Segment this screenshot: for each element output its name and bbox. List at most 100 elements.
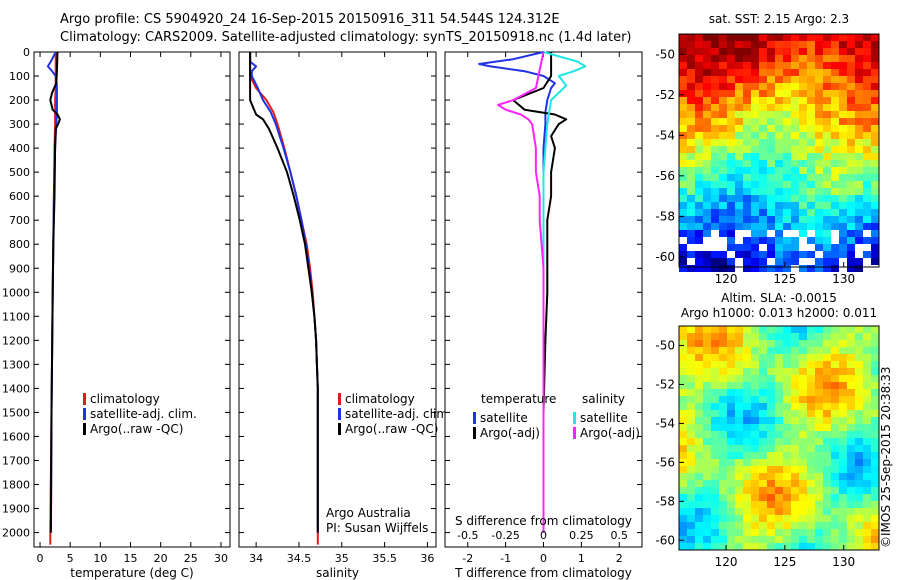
map-cell [791, 480, 799, 487]
map-cell [839, 347, 847, 354]
map-cell [783, 265, 791, 272]
map-cell [767, 48, 775, 55]
map-cell [687, 529, 695, 536]
map-cell [831, 543, 839, 550]
map-cell [703, 403, 711, 410]
legend-label: Argo(..raw -QC) [90, 422, 183, 436]
map-cell [807, 417, 815, 424]
map-cell [727, 76, 735, 83]
map-cell [783, 361, 791, 368]
map-cell [799, 438, 807, 445]
map-cell [807, 424, 815, 431]
map-cell [807, 410, 815, 417]
map-cell [815, 97, 823, 104]
x-tick-label: 20 [154, 552, 168, 565]
map-cell [839, 132, 847, 139]
map-cell [711, 139, 719, 146]
map-cell [719, 473, 727, 480]
figure-title: Argo profile: CS 5904920_24 16-Sep-2015 … [60, 12, 560, 27]
map-cell [703, 466, 711, 473]
map-cell [695, 487, 703, 494]
map-cell [759, 41, 767, 48]
map-cell [703, 347, 711, 354]
map-cell [783, 41, 791, 48]
map-cell [783, 230, 791, 237]
map-cell [703, 160, 711, 167]
map-cell [863, 244, 871, 251]
map-cell [783, 111, 791, 118]
map-cell [815, 466, 823, 473]
x-tick-label: 5 [67, 552, 74, 565]
map-cell [863, 167, 871, 174]
map-cell [711, 132, 719, 139]
map-cell [863, 361, 871, 368]
map-cell [759, 258, 767, 265]
map-cell [759, 139, 767, 146]
map-cell [751, 494, 759, 501]
map-cell [831, 361, 839, 368]
series-line-salinity-argo-adj [497, 51, 545, 533]
map-cell [727, 118, 735, 125]
map-cell [743, 48, 751, 55]
map-cell [815, 125, 823, 132]
map-cell [799, 536, 807, 543]
map-cell [863, 501, 871, 508]
map-cell [767, 216, 775, 223]
map-cell [735, 160, 743, 167]
map-cell [767, 480, 775, 487]
map-cell [855, 452, 863, 459]
map-cell [855, 473, 863, 480]
map-cell [799, 543, 807, 550]
map-cell [815, 62, 823, 69]
map-cell [735, 389, 743, 396]
map-cell [767, 181, 775, 188]
map-cell [751, 83, 759, 90]
map-cell [695, 251, 703, 258]
depth-tick-label: 1700 [2, 454, 30, 467]
map-cell [735, 146, 743, 153]
map-cell [839, 153, 847, 160]
map-cell [791, 55, 799, 62]
map-cell [831, 244, 839, 251]
map-cell [815, 536, 823, 543]
map-cell [823, 209, 831, 216]
top-tick-label: 0.25 [569, 529, 594, 542]
map-cell [831, 382, 839, 389]
map-cell [743, 237, 751, 244]
map-cell [711, 375, 719, 382]
map-cell [735, 125, 743, 132]
map-cell [695, 333, 703, 340]
map-cell [767, 223, 775, 230]
map-cell [727, 522, 735, 529]
map-cell [863, 160, 871, 167]
map-cell [695, 125, 703, 132]
map-cell [759, 146, 767, 153]
map-cell [735, 403, 743, 410]
map-cell [759, 543, 767, 550]
map-cell [871, 244, 879, 251]
map-cell [847, 333, 855, 340]
map-cell [679, 244, 687, 251]
map-cell [815, 146, 823, 153]
map-cell [775, 111, 783, 118]
depth-tick-label: 1600 [2, 430, 30, 443]
map-cell [679, 139, 687, 146]
map-cell [775, 389, 783, 396]
map-cell [695, 181, 703, 188]
map-cell [799, 97, 807, 104]
map-cell [679, 251, 687, 258]
x-tick-label: 15 [123, 552, 137, 565]
map-cell [823, 452, 831, 459]
map-cell [735, 251, 743, 258]
map-cell [871, 230, 879, 237]
map-cell [679, 258, 687, 265]
map-cell [799, 195, 807, 202]
map-cell [847, 83, 855, 90]
map-cell [807, 146, 815, 153]
map-cell [791, 104, 799, 111]
map-cell [687, 265, 695, 272]
map-cell [735, 361, 743, 368]
map-cell [775, 529, 783, 536]
map-cell [687, 340, 695, 347]
map-cell [719, 424, 727, 431]
